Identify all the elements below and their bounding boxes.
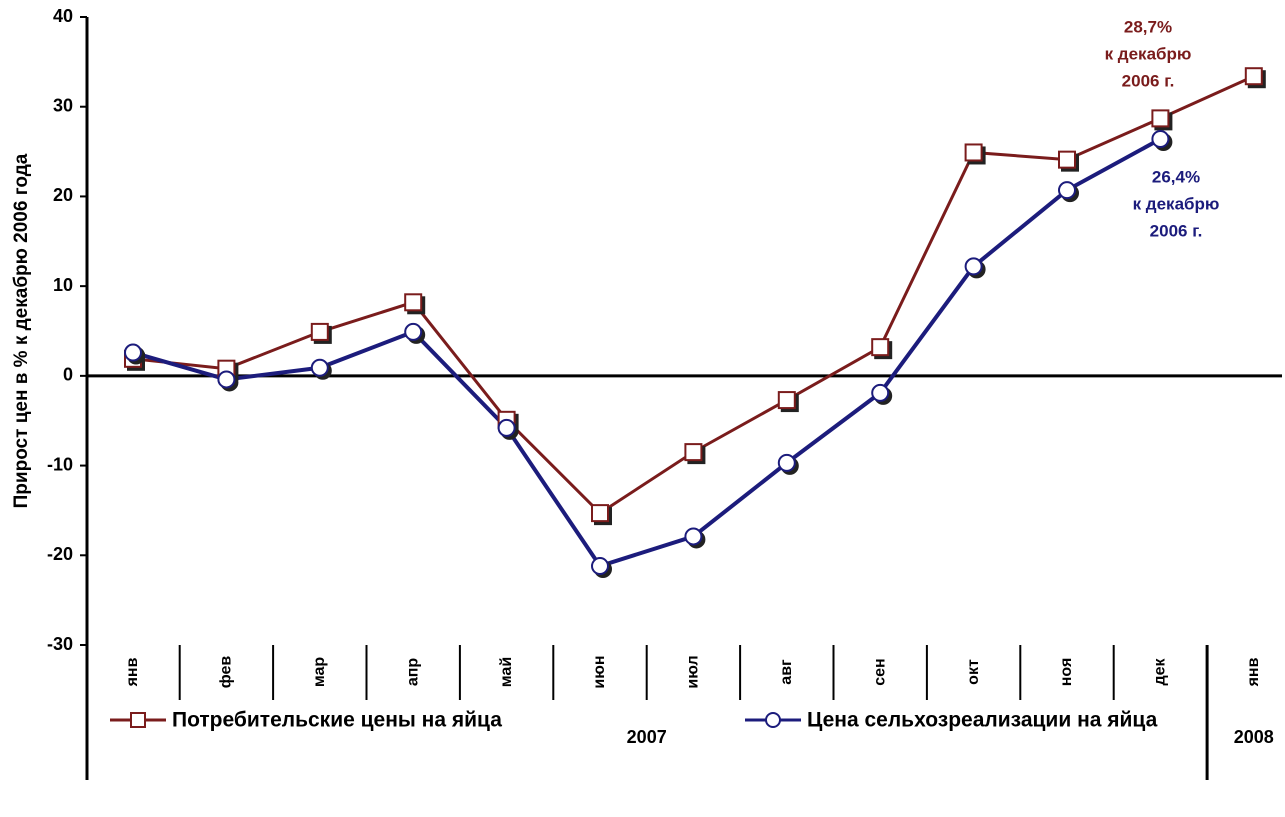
y-tick-label: 20 <box>53 185 73 205</box>
annotation: к декабрю <box>1105 44 1192 63</box>
point-marker <box>777 453 796 472</box>
x-tick-label: мар <box>311 657 328 688</box>
point-marker <box>871 338 890 357</box>
legend-label: Цена сельхозреализации на яйца <box>807 709 1158 732</box>
y-tick-label: -20 <box>47 544 73 564</box>
point-marker <box>497 418 516 437</box>
x-tick-label: май <box>498 657 515 687</box>
point-marker <box>684 527 703 546</box>
x-tick-label: ноя <box>1058 658 1075 687</box>
point-marker <box>124 343 142 362</box>
x-tick-label: июн <box>591 655 608 688</box>
x-group-label: 2008 <box>1234 727 1274 747</box>
marker-group <box>124 130 1170 576</box>
annotation: к декабрю <box>1133 194 1220 213</box>
x-tick-label: янв <box>124 657 141 687</box>
x-tick-label: окт <box>965 659 982 685</box>
point-marker <box>310 358 329 377</box>
legend-marker <box>130 712 146 728</box>
x-tick-label: фев <box>218 656 235 689</box>
legend-label: Потребительские цены на яйца <box>172 709 502 732</box>
y-tick-label: 40 <box>53 6 73 26</box>
point-marker <box>684 443 703 462</box>
y-tick-label: 0 <box>63 365 73 385</box>
point-marker <box>1058 181 1076 200</box>
point-marker <box>591 504 609 523</box>
legend-marker <box>765 712 781 728</box>
y-axis-label: Прирост цен в % к декабрю 2006 года <box>11 153 32 508</box>
annotation: 26,4% <box>1152 167 1200 186</box>
x-tick-label: авг <box>778 659 795 685</box>
point-marker <box>591 557 609 576</box>
point-marker <box>310 322 329 341</box>
x-group-label: 2007 <box>627 727 667 747</box>
x-tick-label: июл <box>685 655 702 688</box>
annotation: 2006 г. <box>1150 221 1203 240</box>
x-tick-label: янв <box>1245 657 1262 687</box>
point-marker <box>777 391 796 410</box>
x-tick-label: сен <box>871 658 888 685</box>
annotation: 2006 г. <box>1122 71 1175 90</box>
x-tick-label: апр <box>404 658 421 687</box>
y-tick-label: -10 <box>47 454 73 474</box>
series-line <box>132 137 1162 569</box>
marker-group <box>124 67 1263 523</box>
point-marker <box>964 143 983 162</box>
y-tick-label: 30 <box>53 95 73 115</box>
x-tick-label: дек <box>1152 657 1169 685</box>
y-tick-label: 10 <box>53 275 73 295</box>
point-marker <box>1151 109 1170 128</box>
point-marker <box>404 293 423 312</box>
point-marker <box>1151 130 1170 149</box>
point-marker <box>1058 150 1076 169</box>
point-marker <box>404 322 423 341</box>
annotation: 28,7% <box>1124 17 1172 36</box>
point-marker <box>1244 67 1263 86</box>
point-marker <box>217 370 236 389</box>
point-marker <box>964 257 983 276</box>
y-tick-label: -30 <box>47 634 73 654</box>
point-marker <box>871 383 890 402</box>
